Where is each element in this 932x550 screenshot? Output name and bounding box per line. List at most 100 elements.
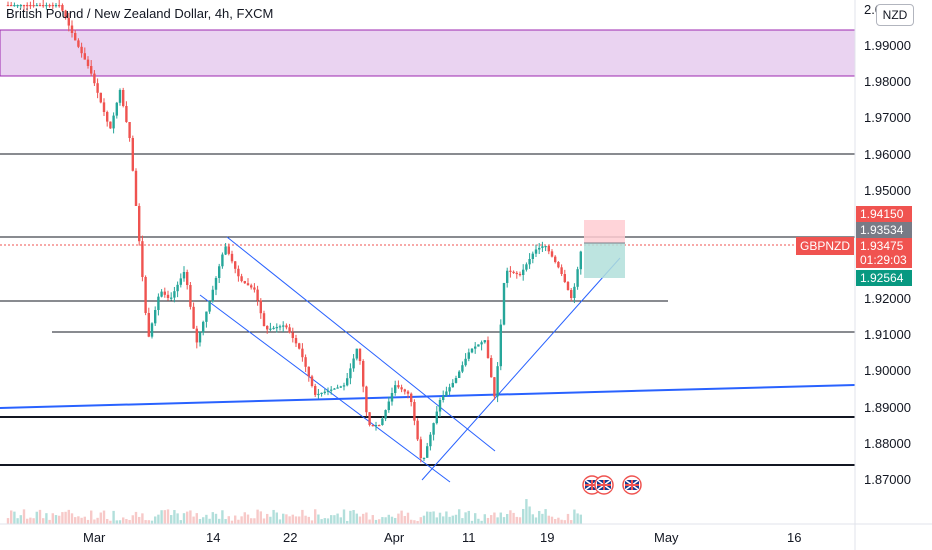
candle-body bbox=[419, 439, 422, 458]
volume-bar bbox=[480, 520, 483, 524]
take-profit-zone[interactable] bbox=[584, 243, 625, 278]
y-tick: 1.99000 bbox=[864, 38, 911, 53]
stop-loss-zone[interactable] bbox=[584, 220, 625, 243]
supply-zone[interactable] bbox=[0, 29, 856, 77]
volume-bar bbox=[157, 514, 160, 524]
volume-bar bbox=[451, 515, 454, 524]
volume-bar bbox=[122, 517, 125, 524]
candle-body bbox=[474, 346, 477, 349]
volume-bar bbox=[115, 520, 118, 524]
rising-trendline[interactable] bbox=[421, 257, 621, 481]
candle-body bbox=[541, 246, 544, 248]
volume-bar bbox=[10, 510, 13, 524]
volume-bar bbox=[461, 518, 464, 524]
volume-bar bbox=[192, 516, 195, 524]
candle-body bbox=[563, 274, 566, 282]
channel-line[interactable] bbox=[199, 294, 451, 483]
candle-body bbox=[458, 371, 461, 378]
volume-bar bbox=[240, 516, 243, 524]
volume-bar bbox=[125, 519, 128, 524]
candle-body bbox=[480, 342, 483, 345]
volume-bar bbox=[330, 515, 333, 524]
candle-body bbox=[432, 423, 435, 435]
volume-bar bbox=[176, 513, 179, 524]
candle-body bbox=[64, 10, 67, 19]
candle-body bbox=[531, 253, 534, 259]
candle-body bbox=[198, 332, 202, 343]
candle-body bbox=[243, 281, 246, 284]
volume-bar bbox=[422, 515, 426, 524]
volume-bar bbox=[454, 514, 458, 524]
volume-bar bbox=[502, 517, 506, 524]
volume-bar bbox=[93, 519, 96, 524]
candle-body bbox=[326, 390, 330, 392]
candle-body bbox=[352, 358, 355, 369]
candle-body bbox=[518, 273, 522, 276]
volume-bar bbox=[182, 513, 186, 524]
candle-body bbox=[317, 393, 320, 396]
volume-bar bbox=[150, 520, 154, 524]
volume-bar bbox=[493, 512, 496, 524]
volume-bar bbox=[467, 510, 470, 524]
x-tick: 16 bbox=[787, 530, 801, 545]
volume-bar bbox=[141, 513, 144, 524]
volume-bar bbox=[285, 514, 288, 524]
candle-body bbox=[170, 297, 173, 299]
volume-bar bbox=[291, 514, 294, 524]
volume-bar bbox=[538, 510, 541, 524]
volume-bar bbox=[99, 512, 102, 524]
volume-bar bbox=[189, 510, 192, 524]
volume-bar bbox=[6, 518, 10, 524]
candle-body bbox=[445, 391, 448, 396]
volume-bar bbox=[579, 514, 582, 524]
volume-bar bbox=[557, 517, 560, 524]
candle-body bbox=[397, 385, 400, 388]
candle-body bbox=[400, 387, 403, 390]
candle-body bbox=[394, 385, 397, 393]
candle-body bbox=[410, 393, 413, 402]
candle-body bbox=[147, 313, 150, 337]
candle-body bbox=[506, 270, 509, 283]
candle-body bbox=[83, 53, 86, 60]
candle-body bbox=[214, 278, 218, 290]
volume-bar bbox=[381, 517, 384, 524]
volume-bar bbox=[173, 510, 176, 524]
uk-flag-icon[interactable] bbox=[622, 475, 642, 495]
candle-body bbox=[141, 241, 144, 277]
uk-flag-icon[interactable] bbox=[594, 475, 614, 495]
entry-price-tag: 1.93534 bbox=[856, 222, 912, 238]
current-price-tag: 1.93475 bbox=[856, 238, 912, 254]
volume-bar bbox=[435, 517, 438, 524]
volume-bar bbox=[352, 510, 355, 524]
volume-bar bbox=[179, 520, 182, 524]
y-tick: 1.98000 bbox=[864, 74, 911, 89]
candle-body bbox=[515, 272, 518, 275]
volume-bar bbox=[531, 514, 534, 524]
candle-body bbox=[38, 5, 42, 7]
candle-body bbox=[339, 386, 342, 388]
candle-body bbox=[102, 102, 106, 112]
candle-body bbox=[70, 25, 74, 33]
candle-body bbox=[182, 272, 186, 279]
x-tick: 19 bbox=[540, 530, 554, 545]
candle-body bbox=[496, 366, 499, 397]
channel-line[interactable] bbox=[226, 236, 496, 452]
candle-body bbox=[128, 122, 131, 138]
candle-body bbox=[550, 251, 554, 257]
currency-button[interactable]: NZD bbox=[876, 4, 914, 26]
candle-body bbox=[173, 291, 176, 298]
candle-body bbox=[560, 267, 563, 274]
volume-bar bbox=[403, 515, 406, 524]
volume-bar bbox=[464, 512, 467, 524]
candle-body bbox=[179, 278, 182, 285]
candle-body bbox=[230, 253, 234, 262]
candle-body bbox=[528, 259, 531, 265]
volume-bar bbox=[550, 516, 554, 524]
volume-bar bbox=[29, 517, 32, 524]
candle-body bbox=[438, 400, 442, 412]
candle-body bbox=[202, 321, 205, 333]
volume-bar bbox=[262, 518, 266, 524]
candle-body bbox=[534, 249, 538, 254]
volume-bar bbox=[506, 514, 509, 524]
